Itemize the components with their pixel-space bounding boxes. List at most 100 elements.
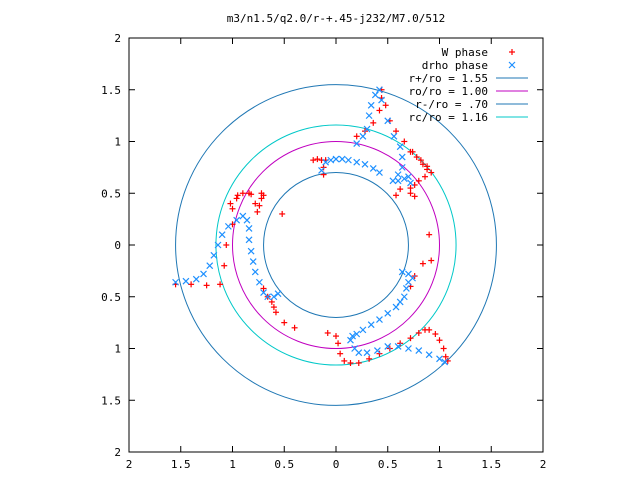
circle-r-ro-1-55 [175, 84, 497, 406]
w-phase-point [436, 337, 443, 344]
drho-phase-point [389, 177, 397, 185]
drho-phase-point [367, 321, 375, 329]
drho-phase-point [218, 231, 226, 239]
drho-phase-point [347, 336, 354, 344]
drho-phase-point [415, 347, 423, 354]
w-phase-point [281, 319, 288, 326]
w-phase-point [270, 304, 277, 311]
drho-phase-point [361, 160, 369, 168]
drho-phase-point [441, 358, 449, 366]
x-tick-label: 0.5 [378, 458, 398, 471]
w-phase-point [407, 335, 414, 342]
w-phase-point [258, 195, 265, 202]
y-tick-label: 2 [114, 446, 121, 459]
y-tick-label: 1 [114, 343, 121, 356]
drho-phase-point [353, 330, 361, 338]
drho-phase-point [405, 173, 412, 181]
w-phase-point [411, 193, 418, 200]
w-phase-point [355, 359, 362, 366]
y-tick-label: 1.5 [101, 84, 121, 97]
drho-phase-point [251, 268, 259, 276]
w-phase-point [239, 190, 246, 197]
drho-phase-point [255, 278, 263, 286]
drho-phase-point [322, 158, 330, 166]
drho-phase-point [327, 156, 335, 164]
drho-phase-point [332, 155, 340, 163]
w-phase-point [314, 156, 321, 163]
legend-drho-phase-symbol [508, 61, 516, 69]
legend-label: r-/ro = .70 [415, 98, 488, 111]
y-tick-label: 1.5 [101, 394, 121, 407]
w-phase-point [260, 285, 267, 292]
reference-circles [175, 84, 497, 406]
w-phase-point [426, 326, 433, 333]
axis-ticks: 2 1.5 1 0.5 0 0.5 1 1.5 221.510.500.511.52 [101, 32, 546, 471]
legend-label: ro/ro = 1.00 [409, 85, 488, 98]
y-tick-label: 0.5 [101, 187, 121, 200]
drho-phase-point [182, 277, 190, 285]
w-phase-point [428, 257, 435, 264]
w-phase-point [252, 200, 259, 207]
data-points [172, 86, 451, 366]
drho-phase-point [192, 275, 200, 283]
w-phase-point [229, 205, 236, 212]
legend-label: W phase [442, 46, 488, 59]
w-phase-point [223, 242, 230, 248]
w-phase-point [424, 166, 431, 173]
drho-phase-point [270, 293, 278, 301]
w-phase-point [440, 345, 447, 352]
chart-title: m3/n1.5/q2.0/r-+.45-j232/M7.0/512 [227, 12, 446, 25]
w-phase-point [246, 190, 253, 197]
drho-phase-point [214, 241, 222, 249]
drho-phase-point [396, 143, 404, 151]
drho-phase-point [210, 251, 218, 259]
w-phase-point [333, 333, 339, 340]
drho-phase-point [373, 347, 381, 354]
w-phase-point [432, 331, 439, 338]
drho-phase-point [359, 132, 367, 140]
drho-phase-point [436, 355, 443, 363]
y-tick-label: 0 [114, 239, 121, 252]
x-tick-label: 0 [333, 458, 340, 471]
w-phase-point [320, 164, 327, 171]
w-phase-point [370, 119, 377, 126]
legend-w-phase-symbol [509, 49, 515, 55]
drho-phase-point [200, 270, 207, 278]
drho-phase-point [402, 285, 410, 292]
drho-phase-point [398, 268, 406, 276]
drho-phase-point [243, 216, 251, 224]
drho-phase-point [384, 117, 392, 125]
drho-phase-point [224, 222, 232, 230]
w-phase-point [417, 157, 424, 164]
w-phase-point [337, 350, 344, 357]
drho-phase-point [245, 225, 253, 232]
w-phase-point [442, 353, 449, 360]
w-phase-point [382, 102, 389, 109]
w-phase-point [347, 359, 354, 366]
legend-label: rc/ro = 1.16 [409, 111, 488, 124]
drho-phase-point [367, 101, 375, 109]
w-phase-point [407, 185, 414, 192]
w-phase-point [341, 357, 348, 364]
drho-phase-point [172, 278, 179, 286]
drho-phase-point [394, 171, 402, 179]
w-phase-point [310, 157, 317, 164]
drho-phase-point [363, 125, 371, 133]
drho-phase-point [398, 153, 406, 161]
drho-phase-point [376, 316, 383, 323]
w-phase-point [415, 177, 422, 184]
w-phase-point [272, 309, 279, 316]
x-tick-label: 1.5 [481, 458, 501, 471]
w-phase-point [393, 192, 400, 199]
drho-phase-point [394, 177, 402, 185]
drho-phase-point [405, 278, 412, 286]
y-tick-label: 2 [114, 32, 121, 45]
w-phase-point [227, 200, 234, 207]
w-phase-point [254, 208, 261, 215]
drho-phase-point [407, 179, 414, 187]
drho-phase-point [376, 86, 383, 94]
w-phase-point [422, 173, 429, 180]
w-phase-point [419, 161, 426, 168]
w-phase-point [407, 190, 414, 197]
